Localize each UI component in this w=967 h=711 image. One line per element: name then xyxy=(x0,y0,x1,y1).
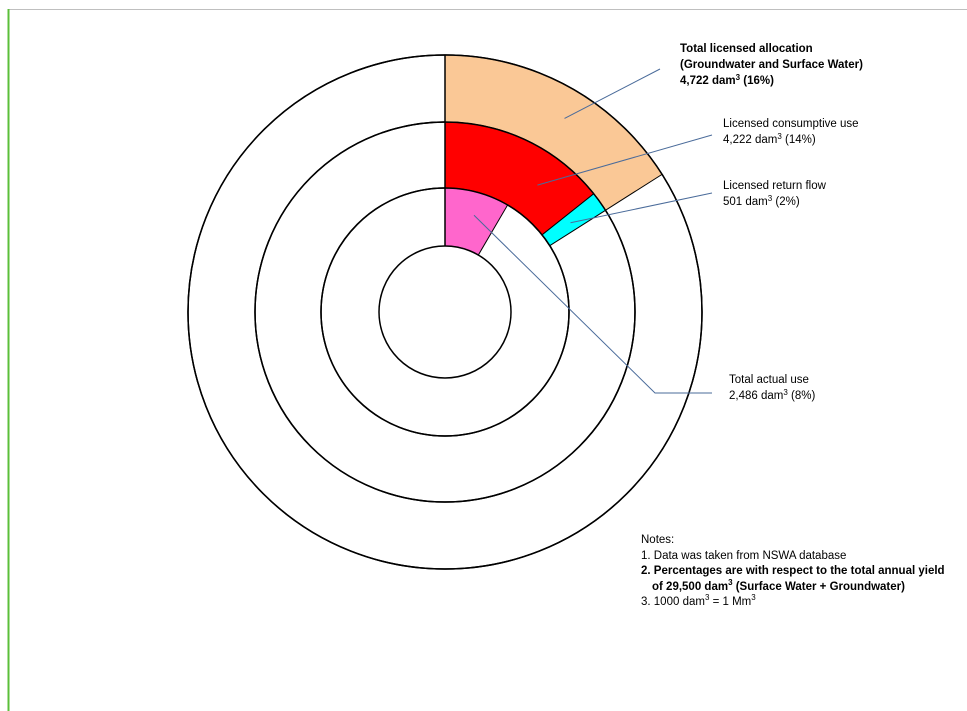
leader-actual-use xyxy=(473,214,712,394)
note-3-text-b: = 1 Mm xyxy=(709,596,752,608)
note-3-text-a: 3. 1000 dam xyxy=(641,596,705,608)
note-3: 3. 1000 dam3 = 1 Mm3 xyxy=(641,593,961,611)
annotation-alloc-line-3: 4,722 dam3 (16%) xyxy=(680,73,774,87)
note-3-superscript-1: 3 xyxy=(704,593,710,603)
note-2-line-1: 2. Percentages are with respect to the t… xyxy=(641,565,945,577)
annotation-consumptive-line-1: Licensed consumptive use xyxy=(723,118,859,130)
annotation-alloc-line-2: (Groundwater and Surface Water) xyxy=(680,59,863,71)
annotation-alloc-line-1: Total licensed allocation xyxy=(680,43,813,55)
annotation-actual-line-2: 2,486 dam3 (8%) xyxy=(729,388,815,402)
leader-return-flow xyxy=(570,192,713,224)
ring-edge-3 xyxy=(378,245,512,379)
leader-allocation xyxy=(564,68,661,119)
annotation-return-line-1: Licensed return flow xyxy=(723,180,827,192)
annotation-return-line-2: 501 dam3 (2%) xyxy=(723,194,800,208)
concentric-rings-chart xyxy=(187,54,703,570)
notes-title: Notes: xyxy=(641,534,675,546)
annotation-consumptive-line-2: 4,222 dam3 (14%) xyxy=(723,132,816,146)
annotation-labels: Total licensed allocation (Groundwater an… xyxy=(680,43,863,402)
note-2-text-b: (Surface Water + Groundwater) xyxy=(732,580,905,593)
note-1: 1. Data was taken from NSWA database xyxy=(641,549,847,562)
leader-lines xyxy=(473,68,713,394)
note-2-line-2: of 29,500 dam3 (Surface Water + Groundwa… xyxy=(641,577,961,596)
annotation-actual-line-1: Total actual use xyxy=(729,374,809,386)
note-2-text-a: of 29,500 dam xyxy=(652,580,729,593)
note-2-superscript: 3 xyxy=(728,577,733,587)
leader-consumptive xyxy=(537,134,713,186)
notes-block: Notes: 1. Data was taken from NSWA datab… xyxy=(641,533,961,611)
note-3-superscript-2: 3 xyxy=(751,593,756,603)
